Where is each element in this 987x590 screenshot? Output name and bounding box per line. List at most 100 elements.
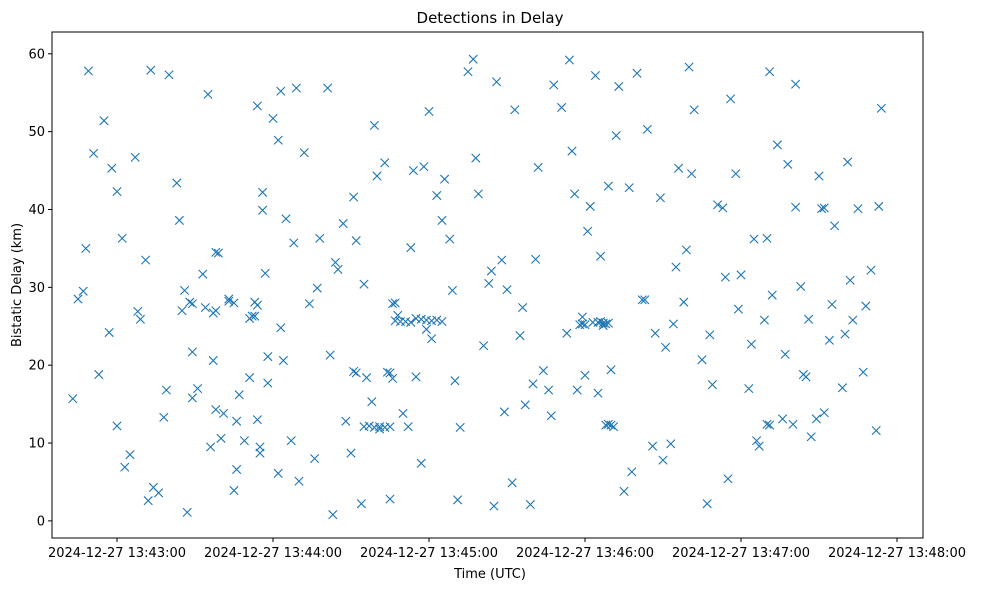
data-point [440, 174, 450, 184]
data-point [382, 367, 392, 377]
data-point [450, 376, 460, 386]
data-point [668, 319, 678, 329]
data-point [385, 368, 395, 378]
y-tick-label: 40 [28, 203, 45, 218]
data-point [143, 496, 153, 506]
data-point [161, 385, 171, 395]
data-point [525, 499, 535, 510]
data-point [255, 442, 265, 452]
data-point [393, 310, 403, 320]
data-point [125, 450, 135, 460]
data-point [538, 366, 548, 376]
data-point [229, 485, 239, 496]
data-point [671, 262, 681, 272]
data-point [489, 501, 499, 511]
data-point [68, 394, 78, 404]
data-point [562, 328, 572, 338]
data-point [681, 245, 691, 255]
x-tick-label: 2024-12-27 13:46:00 [516, 546, 654, 561]
data-point [120, 462, 130, 472]
data-point [333, 264, 343, 275]
x-tick-label: 2024-12-27 13:47:00 [672, 546, 810, 561]
data-point [232, 416, 242, 426]
data-point [510, 105, 520, 115]
data-point [403, 422, 413, 432]
data-point [187, 393, 197, 403]
data-point [351, 236, 361, 246]
x-tick-label: 2024-12-27 13:48:00 [828, 546, 966, 561]
data-point [141, 255, 151, 265]
data-point [817, 204, 827, 214]
data-point [78, 286, 88, 296]
data-point [304, 299, 314, 309]
data-point [843, 157, 853, 167]
data-point [845, 275, 855, 285]
data-point [744, 383, 754, 394]
data-point [99, 116, 109, 126]
data-point [94, 369, 104, 380]
x-tick-label: 2024-12-27 13:43:00 [48, 546, 186, 561]
data-point [840, 329, 850, 339]
data-point [416, 458, 426, 468]
data-point [224, 294, 234, 304]
data-point [871, 425, 881, 436]
data-point [486, 266, 496, 276]
data-point [437, 215, 447, 225]
data-point [624, 183, 634, 193]
data-point [759, 315, 769, 325]
data-point [408, 165, 418, 176]
data-point [874, 201, 884, 211]
data-point [250, 311, 260, 321]
data-point [603, 419, 613, 429]
data-point [388, 373, 398, 384]
data-point [117, 233, 127, 243]
data-point [390, 298, 400, 308]
plot-frame [51, 31, 924, 539]
data-point [273, 468, 283, 478]
y-tick-label: 10 [28, 437, 45, 452]
data-point [746, 339, 756, 349]
data-point [349, 366, 359, 376]
data-point [723, 474, 733, 484]
data-point [107, 163, 117, 173]
data-point [791, 202, 801, 212]
data-point [687, 169, 697, 179]
data-point [130, 152, 140, 162]
data-point [520, 400, 530, 410]
data-point [276, 323, 286, 333]
y-axis-label: Bistatic Delay (km) [10, 223, 25, 347]
data-point [650, 328, 660, 338]
data-point [208, 355, 218, 366]
data-point [658, 455, 668, 465]
data-point [637, 295, 647, 305]
data-point [549, 80, 559, 90]
data-point [258, 205, 268, 215]
data-point [213, 248, 223, 258]
data-point [424, 106, 434, 116]
data-point [299, 148, 309, 158]
data-point [648, 441, 658, 451]
data-point [278, 355, 288, 366]
data-point [258, 187, 268, 197]
data-point [398, 408, 408, 419]
data-point [468, 54, 478, 64]
data-point [247, 311, 257, 321]
data-point [718, 203, 728, 213]
data-point [661, 342, 671, 352]
data-point [310, 454, 320, 464]
data-point [736, 270, 746, 280]
x-tick-label: 2024-12-27 13:45:00 [360, 546, 498, 561]
data-point [824, 335, 834, 345]
data-point [762, 233, 772, 243]
data-point [133, 306, 143, 317]
data-point [330, 257, 340, 268]
data-point [788, 419, 798, 429]
data-point [546, 411, 556, 421]
data-point [372, 171, 382, 181]
data-point [286, 436, 296, 446]
data-point [632, 68, 642, 78]
data-point [577, 312, 587, 322]
data-point [187, 347, 197, 357]
data-point [733, 304, 743, 314]
